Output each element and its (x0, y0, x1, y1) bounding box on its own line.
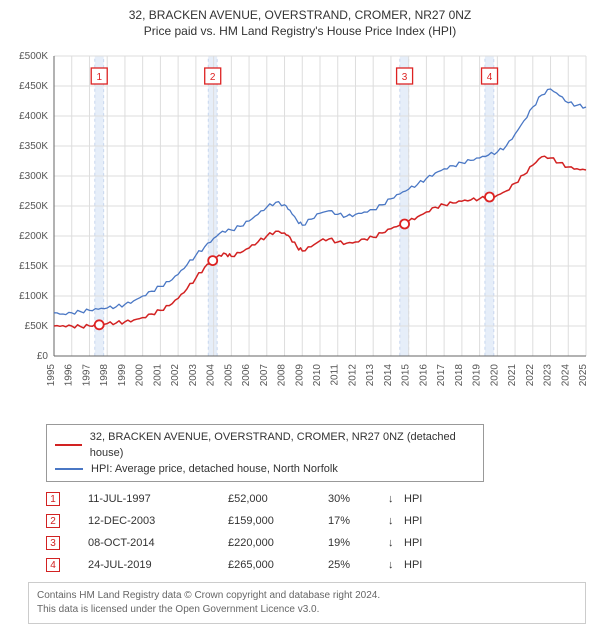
marker-2-icon: 2 (46, 514, 60, 528)
svg-text:£200K: £200K (19, 231, 48, 242)
svg-text:2017: 2017 (436, 364, 447, 387)
date-cell: 24-JUL-2019 (88, 559, 228, 571)
svg-text:2018: 2018 (454, 364, 465, 387)
table-row: 1 11-JUL-1997 £52,000 30% ↓ HPI (46, 488, 546, 510)
arrow-down-icon: ↓ (388, 559, 404, 571)
svg-text:1: 1 (96, 72, 102, 83)
svg-text:£400K: £400K (19, 111, 48, 122)
svg-text:£250K: £250K (19, 201, 48, 212)
price-cell: £265,000 (228, 559, 328, 571)
arrow-down-icon: ↓ (388, 493, 404, 505)
svg-text:2004: 2004 (206, 364, 217, 387)
svg-text:2014: 2014 (383, 364, 394, 387)
legend-item-hpi: HPI: Average price, detached house, Nort… (55, 461, 475, 477)
svg-text:4: 4 (487, 72, 493, 83)
marker-4-icon: 4 (46, 558, 60, 572)
price-cell: £159,000 (228, 515, 328, 527)
svg-text:2000: 2000 (135, 364, 146, 387)
marker-3-icon: 3 (46, 536, 60, 550)
svg-text:2002: 2002 (170, 364, 181, 387)
legend-item-property: 32, BRACKEN AVENUE, OVERSTRAND, CROMER, … (55, 429, 475, 461)
attribution-line2: This data is licensed under the Open Gov… (37, 603, 577, 617)
legend: 32, BRACKEN AVENUE, OVERSTRAND, CROMER, … (46, 424, 484, 482)
arrow-down-icon: ↓ (388, 515, 404, 527)
attribution-line1: Contains HM Land Registry data © Crown c… (37, 589, 577, 603)
svg-text:2024: 2024 (560, 364, 571, 387)
price-cell: £220,000 (228, 537, 328, 549)
svg-text:2012: 2012 (347, 364, 358, 387)
legend-swatch-property (55, 444, 82, 446)
svg-text:£0: £0 (37, 351, 49, 362)
title-subtitle: Price paid vs. HM Land Registry's House … (10, 24, 590, 38)
svg-text:2019: 2019 (472, 364, 483, 387)
svg-text:2025: 2025 (578, 364, 589, 387)
svg-text:2006: 2006 (241, 364, 252, 387)
svg-text:£450K: £450K (19, 81, 48, 92)
svg-text:£500K: £500K (19, 51, 48, 62)
legend-label-property: 32, BRACKEN AVENUE, OVERSTRAND, CROMER, … (90, 429, 475, 461)
svg-text:2011: 2011 (330, 364, 341, 386)
svg-text:1996: 1996 (64, 364, 75, 387)
hpi-cell: HPI (404, 537, 444, 549)
svg-text:2013: 2013 (365, 364, 376, 387)
table-row: 4 24-JUL-2019 £265,000 25% ↓ HPI (46, 554, 546, 576)
pct-cell: 30% (328, 493, 388, 505)
transactions-table: 1 11-JUL-1997 £52,000 30% ↓ HPI 2 12-DEC… (46, 488, 546, 576)
date-cell: 08-OCT-2014 (88, 537, 228, 549)
svg-text:2008: 2008 (277, 364, 288, 387)
pct-cell: 19% (328, 537, 388, 549)
hpi-cell: HPI (404, 493, 444, 505)
svg-text:2005: 2005 (223, 364, 234, 387)
svg-text:£150K: £150K (19, 261, 48, 272)
date-cell: 12-DEC-2003 (88, 515, 228, 527)
chart-svg: £0 £50K £100K £150K £200K £250K £300K £350K £400… (10, 46, 590, 416)
svg-text:2022: 2022 (525, 364, 536, 387)
svg-text:2009: 2009 (294, 364, 305, 387)
hpi-cell: HPI (404, 559, 444, 571)
svg-text:£50K: £50K (25, 321, 49, 332)
title-address: 32, BRACKEN AVENUE, OVERSTRAND, CROMER, … (10, 8, 590, 22)
marker-1-icon: 1 (46, 492, 60, 506)
svg-text:1997: 1997 (81, 364, 92, 387)
attribution: Contains HM Land Registry data © Crown c… (28, 582, 586, 624)
svg-text:2023: 2023 (543, 364, 554, 387)
hpi-cell: HPI (404, 515, 444, 527)
svg-text:£100K: £100K (19, 291, 48, 302)
svg-text:2001: 2001 (152, 364, 163, 387)
svg-text:3: 3 (402, 72, 408, 83)
svg-text:2: 2 (210, 72, 216, 83)
svg-text:2010: 2010 (312, 364, 323, 387)
svg-text:2007: 2007 (259, 364, 270, 387)
price-cell: £52,000 (228, 493, 328, 505)
svg-text:1998: 1998 (99, 364, 110, 387)
svg-text:2020: 2020 (489, 364, 500, 387)
pct-cell: 17% (328, 515, 388, 527)
legend-swatch-hpi (55, 468, 83, 470)
pct-cell: 25% (328, 559, 388, 571)
table-row: 2 12-DEC-2003 £159,000 17% ↓ HPI (46, 510, 546, 532)
svg-text:£350K: £350K (19, 141, 48, 152)
svg-text:2016: 2016 (418, 364, 429, 387)
table-row: 3 08-OCT-2014 £220,000 19% ↓ HPI (46, 532, 546, 554)
svg-text:2021: 2021 (507, 364, 518, 387)
chart: £0 £50K £100K £150K £200K £250K £300K £350K £400… (10, 46, 590, 416)
legend-label-hpi: HPI: Average price, detached house, Nort… (91, 461, 338, 477)
svg-text:£300K: £300K (19, 171, 48, 182)
svg-text:1999: 1999 (117, 364, 128, 387)
date-cell: 11-JUL-1997 (88, 493, 228, 505)
arrow-down-icon: ↓ (388, 537, 404, 549)
svg-text:2003: 2003 (188, 364, 199, 387)
chart-container: 32, BRACKEN AVENUE, OVERSTRAND, CROMER, … (0, 0, 600, 634)
svg-text:1995: 1995 (46, 364, 57, 387)
svg-text:2015: 2015 (401, 364, 412, 387)
